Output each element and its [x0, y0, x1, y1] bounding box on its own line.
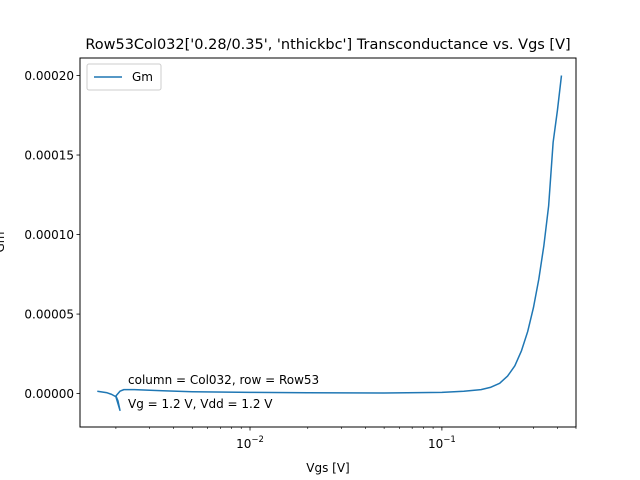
plot-frame — [79, 57, 577, 428]
x-tick-base: 10 — [236, 437, 251, 451]
y-tick-label: 0.00000 — [24, 387, 74, 401]
annotation-bias: Vg = 1.2 V, Vdd = 1.2 V — [128, 397, 273, 411]
series-layer — [97, 75, 563, 412]
x-tick-label: 10−2 — [236, 435, 264, 451]
x-tick-exponent: −2 — [251, 435, 264, 445]
legend-label-gm: Gm — [132, 70, 153, 84]
plot-area — [79, 57, 577, 428]
annotation-location: column = Col032, row = Row53 — [128, 373, 319, 387]
y-tick-label: 0.00005 — [24, 308, 74, 322]
series-line-gm — [97, 75, 563, 412]
legend-box — [86, 63, 162, 91]
x-axis-ticks: 10−2 10−1 — [115, 427, 577, 451]
x-axis-label: Vgs [V] — [306, 461, 349, 475]
x-tick-base: 10 — [428, 437, 443, 451]
y-tick-label: 0.00020 — [24, 69, 74, 83]
y-tick-label: 0.00010 — [24, 228, 74, 242]
y-tick-label: 0.00015 — [24, 149, 74, 163]
legend: Gm — [86, 63, 162, 91]
y-axis-ticks: 0.00000 0.00005 0.00010 0.00015 0.00020 — [24, 69, 80, 401]
x-tick-label: 10−1 — [428, 435, 456, 451]
y-axis-label: Gm — [0, 232, 7, 253]
x-tick-exponent: −1 — [443, 435, 456, 445]
chart-title: Row53Col032['0.28/0.35', 'nthickbc'] Tra… — [85, 37, 570, 53]
